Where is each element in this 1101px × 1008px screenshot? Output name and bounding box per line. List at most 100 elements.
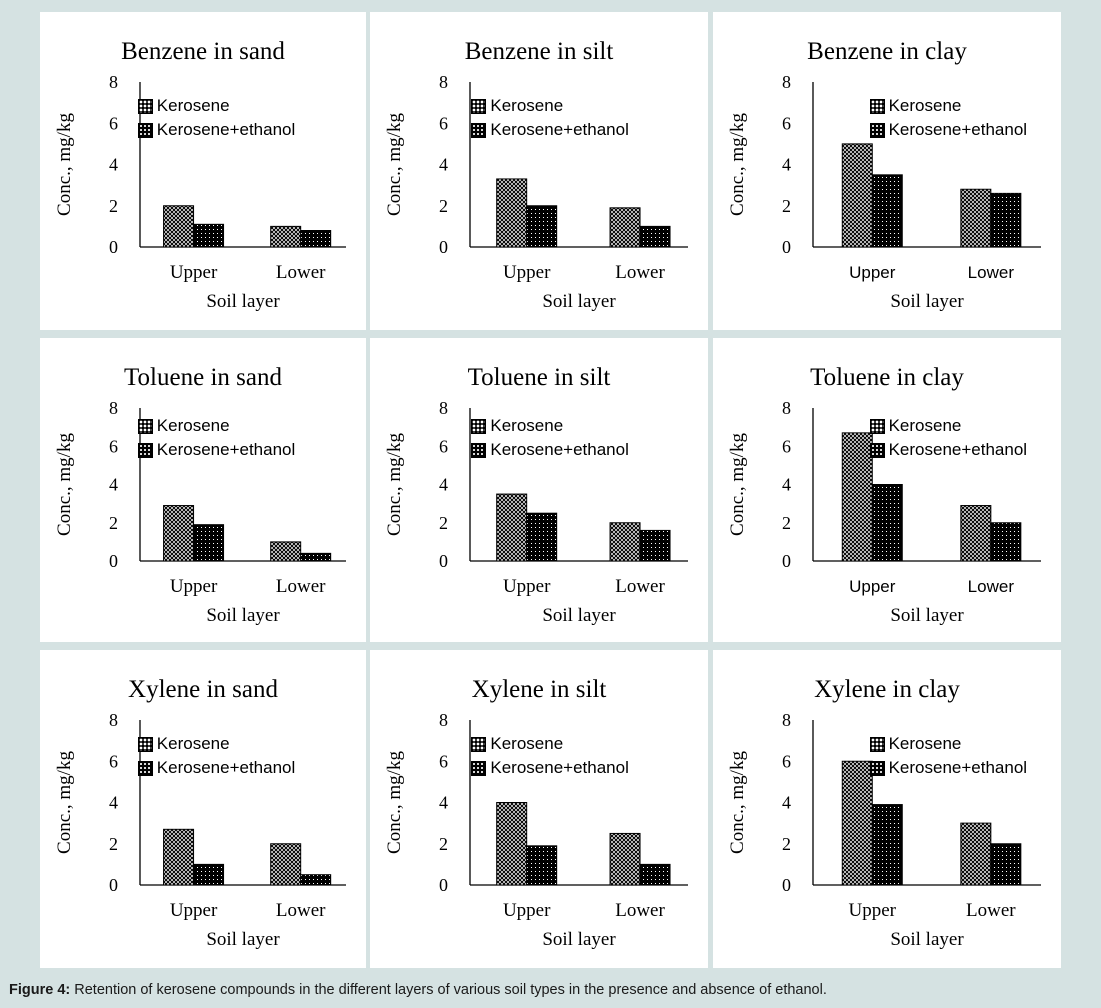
legend-swatch [471,760,487,776]
y-tick-label: 6 [782,751,791,771]
chart-title: Benzene in clay [807,38,967,65]
y-tick-label: 2 [439,834,448,854]
bar-kerosene-upper [496,178,528,248]
y-axis-label: Conc., mg/kg [727,113,748,216]
legend-item: Kerosene+ethanol [471,438,629,462]
chart-title: Xylene in clay [814,676,960,703]
y-tick-label: 6 [109,113,118,133]
legend-swatch [471,98,487,114]
y-tick-label: 4 [782,793,791,813]
legend-label: Kerosene [156,734,230,753]
y-tick-label: 0 [782,551,791,571]
legend-label: Kerosene+ethanol [490,120,629,139]
legend-label: Kerosene+ethanol [156,120,296,139]
legend-label: Kerosene+ethanol [888,440,1028,459]
y-tick-label: 4 [782,155,791,175]
x-category-label: Upper [849,263,896,282]
y-tick-label: 0 [439,551,448,571]
y-tick-label: 4 [109,475,118,495]
bar-kerosene-ethanol-lower [300,874,332,886]
chart-legend: Kerosene Kerosene+ethanol [869,414,1028,462]
legend-swatch [137,442,153,458]
legend-label: Kerosene+ethanol [490,440,629,459]
legend-swatch [471,736,487,752]
chart-panel-benzene-in-clay: Benzene in clay 0 2 4 6 8 Conc., mg/kg Upper Low… [713,12,1061,330]
x-category-label: Lower [968,263,1015,282]
legend-swatch [869,760,885,776]
chart-panel-toluene-in-sand: Toluene in sand 0 2 4 6 8 Conc., mg/kg Upper Low… [40,338,366,642]
legend-swatch [137,418,153,434]
x-category-label: Upper [170,262,218,283]
y-tick-label: 2 [439,196,448,216]
chart-panel-toluene-in-clay: Toluene in clay 0 2 4 6 8 Conc., mg/kg Upper Low… [713,338,1061,642]
bar-kerosene-ethanol-lower [990,843,1022,886]
y-tick-label: 2 [439,513,448,533]
legend-item: Kerosene [869,94,1027,118]
chart-legend: Kerosene Kerosene+ethanol [471,94,629,142]
y-tick-label: 2 [109,834,118,854]
y-axis-label: Conc., mg/kg [54,113,75,216]
legend-label: Kerosene+ethanol [888,120,1028,139]
bar-kerosene-ethanol-lower [300,552,332,562]
chart-title: Toluene in sand [124,364,282,391]
y-tick-label: 6 [439,751,448,771]
bar-kerosene-upper [163,828,195,886]
x-category-label: Upper [170,576,218,597]
legend-item: Kerosene+ethanol [137,756,295,780]
y-tick-label: 0 [439,875,448,895]
y-tick-label: 4 [109,793,118,813]
legend-swatch [471,442,487,458]
bar-kerosene-ethanol-lower [639,529,671,562]
legend-item: Kerosene+ethanol [869,756,1027,780]
y-axis-label: Conc., mg/kg [384,751,405,854]
legend-swatch [869,736,885,752]
legend-label: Kerosene [888,734,962,753]
y-tick-label: 2 [109,513,118,533]
x-axis-label: Soil layer [890,929,964,950]
chart-legend: Kerosene Kerosene+ethanol [137,732,295,780]
x-category-label: Lower [276,900,326,921]
legend-swatch [869,418,885,434]
y-tick-label: 6 [439,113,448,133]
caption-text: Retention of kerosene compounds in the d… [70,982,827,998]
legend-label: Kerosene [490,96,564,115]
chart-panel-xylene-in-sand: Xylene in sand 0 2 4 6 8 Conc., mg/kg Upper Lowe… [40,650,366,968]
y-tick-label: 0 [439,237,448,257]
y-tick-label: 6 [782,113,791,133]
bar-kerosene-ethanol-upper [193,524,225,562]
bar-kerosene-upper [841,143,873,248]
x-category-label: Upper [849,900,897,921]
x-category-label: Upper [503,576,551,597]
legend-label: Kerosene [490,734,564,753]
legend-swatch [471,418,487,434]
x-axis-label: Soil layer [890,291,964,312]
legend-swatch [137,760,153,776]
bar-kerosene-lower [609,207,641,248]
legend-item: Kerosene [471,414,628,438]
y-tick-label: 0 [782,237,791,257]
bar-kerosene-ethanol-lower [639,225,671,248]
chart-legend: Kerosene Kerosene+ethanol [137,94,296,142]
y-axis-label: Conc., mg/kg [54,433,75,536]
legend-label: Kerosene+ethanol [156,440,296,459]
y-tick-label: 0 [109,237,118,257]
chart-legend: Kerosene Kerosene+ethanol [471,414,629,462]
legend-label: Kerosene [490,416,564,435]
legend-item: Kerosene+ethanol [869,438,1028,462]
y-tick-label: 0 [782,875,791,895]
bar-kerosene-ethanol-upper [526,845,558,886]
y-tick-label: 4 [439,793,448,813]
x-axis-label: Soil layer [206,291,280,312]
bar-kerosene-upper [496,802,528,886]
x-axis-label: Soil layer [890,605,964,626]
y-tick-label: 6 [439,436,448,456]
y-tick-label: 4 [439,475,448,495]
chart-legend: Kerosene Kerosene+ethanol [137,414,296,462]
legend-item: Kerosene+ethanol [137,118,296,142]
